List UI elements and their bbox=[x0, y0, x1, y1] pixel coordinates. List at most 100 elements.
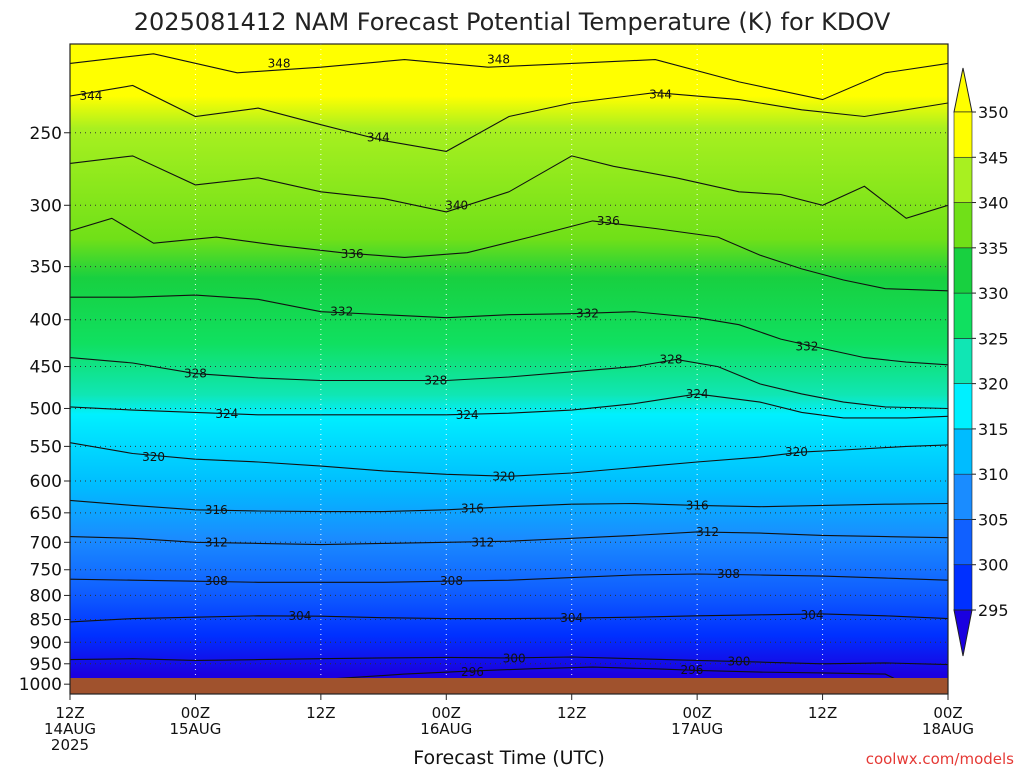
contour-label: 344 bbox=[649, 87, 672, 101]
contour-label: 324 bbox=[215, 407, 238, 421]
colorbar-segment bbox=[953, 247, 973, 294]
x-tick-label: 12Z bbox=[557, 704, 586, 722]
isentrope-line bbox=[70, 84, 948, 152]
y-tick-label: 700 bbox=[30, 533, 62, 553]
x-tick-label: 12Z bbox=[306, 704, 335, 722]
colorbar-label: 345 bbox=[978, 148, 1009, 167]
y-tick-label: 450 bbox=[30, 358, 62, 378]
colorbar-segment bbox=[953, 428, 973, 475]
x-tick-label: 2025 bbox=[51, 736, 89, 754]
contour-label: 348 bbox=[487, 53, 510, 67]
contour-label: 304 bbox=[288, 609, 311, 623]
contour-label: 316 bbox=[205, 503, 228, 517]
isentrope-line bbox=[70, 217, 948, 292]
plot-frame bbox=[69, 43, 949, 695]
x-tick-label: 00Z bbox=[682, 704, 711, 722]
y-tick-label: 500 bbox=[30, 399, 62, 419]
y-tick-label: 750 bbox=[30, 561, 62, 581]
contour-label: 344 bbox=[79, 89, 102, 103]
contour-label: 300 bbox=[503, 652, 526, 666]
colorbar-segment bbox=[953, 383, 973, 430]
isentrope-line bbox=[278, 666, 907, 685]
contour-label: 316 bbox=[461, 502, 484, 516]
colorbar-segment bbox=[953, 202, 973, 249]
isentrope-line bbox=[70, 499, 948, 513]
colorbar-label: 350 bbox=[978, 103, 1009, 122]
contour-label: 348 bbox=[268, 56, 291, 70]
x-tick-label: 00Z bbox=[181, 704, 210, 722]
y-tick-label: 250 bbox=[30, 124, 62, 144]
y-tick-label: 1000 bbox=[19, 675, 62, 695]
isentrope-line bbox=[70, 53, 948, 101]
y-tick-label: 300 bbox=[30, 196, 62, 216]
contour-label: 324 bbox=[686, 387, 709, 401]
isentrope-line bbox=[70, 294, 948, 366]
colorbar-segment bbox=[953, 292, 973, 339]
colorbar-label: 325 bbox=[978, 329, 1009, 348]
colorbar-segment bbox=[953, 473, 973, 520]
y-axis: 2503003504004505005506006507007508008509… bbox=[19, 124, 70, 695]
isentrope-line bbox=[70, 573, 948, 583]
y-tick-label: 400 bbox=[30, 311, 62, 331]
isentrope-lines bbox=[70, 53, 948, 685]
contour-label: 332 bbox=[330, 305, 353, 319]
contour-label: 328 bbox=[184, 367, 207, 381]
colorbar-segment bbox=[953, 338, 973, 384]
colorbar-label: 330 bbox=[978, 284, 1009, 303]
isentrope-line bbox=[70, 357, 948, 410]
contour-label: 308 bbox=[717, 567, 740, 581]
y-tick-label: 650 bbox=[30, 504, 62, 524]
colorbar-top-arrow bbox=[953, 67, 973, 113]
contour-label: 296 bbox=[461, 665, 484, 679]
contour-label: 328 bbox=[660, 352, 683, 366]
colorbar-label: 340 bbox=[978, 194, 1009, 213]
colorbar-segment bbox=[953, 519, 973, 566]
y-tick-label: 550 bbox=[30, 437, 62, 457]
x-tick-label: 18AUG bbox=[922, 720, 974, 738]
colorbar-label: 305 bbox=[978, 510, 1009, 529]
contour-label: 336 bbox=[341, 247, 364, 261]
isentrope-line bbox=[70, 613, 948, 623]
ground-surface bbox=[70, 678, 948, 694]
x-tick-label: 15AUG bbox=[169, 720, 221, 738]
x-tick-label: 00Z bbox=[933, 704, 962, 722]
x-axis-title: Forecast Time (UTC) bbox=[413, 747, 604, 768]
y-tick-label: 950 bbox=[30, 655, 62, 675]
contour-label: 340 bbox=[445, 198, 468, 212]
contour-label: 312 bbox=[205, 535, 228, 549]
contour-label: 320 bbox=[785, 445, 808, 459]
x-tick-label: 12Z bbox=[808, 704, 837, 722]
colorbar-label: 335 bbox=[978, 239, 1009, 258]
contour-label: 316 bbox=[686, 498, 709, 512]
contour-label: 332 bbox=[576, 307, 599, 321]
isentrope-line bbox=[70, 531, 948, 546]
colorbar-segment bbox=[953, 564, 973, 611]
isentrope-line bbox=[70, 155, 948, 219]
y-tick-label: 850 bbox=[30, 611, 62, 631]
contour-label: 328 bbox=[424, 373, 447, 387]
colorbar-label: 295 bbox=[978, 601, 1009, 620]
isentrope-line bbox=[70, 442, 948, 477]
chart-title: 2025081412 NAM Forecast Potential Temper… bbox=[134, 8, 891, 36]
contour-label: 304 bbox=[801, 608, 824, 622]
colorbar-label: 315 bbox=[978, 420, 1009, 439]
contour-label: 308 bbox=[440, 574, 463, 588]
credit-text: coolwx.com/models bbox=[866, 750, 1014, 768]
contour-label: 324 bbox=[456, 408, 479, 422]
y-tick-label: 800 bbox=[30, 586, 62, 606]
contour-label: 336 bbox=[597, 214, 620, 228]
isentrope-line bbox=[70, 656, 948, 666]
contour-label: 312 bbox=[471, 535, 494, 549]
contour-label: 308 bbox=[205, 574, 228, 588]
colorbar-segment bbox=[953, 156, 973, 203]
colorbar-label: 310 bbox=[978, 465, 1009, 484]
x-tick-label: 14AUG bbox=[44, 720, 96, 738]
contour-label: 296 bbox=[680, 663, 703, 677]
x-tick-label: 12Z bbox=[55, 704, 84, 722]
contour-label: 332 bbox=[795, 340, 818, 354]
colorbar: 295 300 305 310 315 320 325 330 335 340 345 350 bbox=[953, 67, 1009, 657]
contour-label: 344 bbox=[367, 131, 390, 145]
x-tick-label: 00Z bbox=[432, 704, 461, 722]
